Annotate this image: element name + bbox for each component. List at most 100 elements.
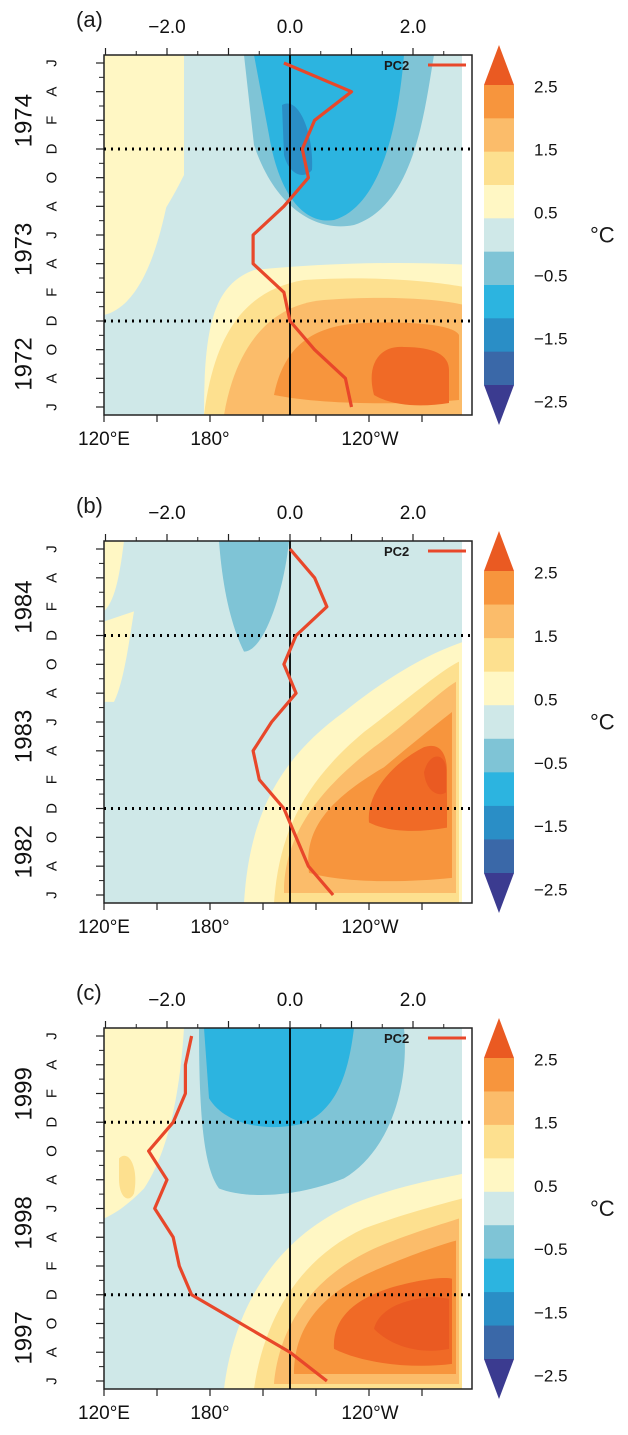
month-label: J [44,718,61,726]
colorbar-tick-label: 0.5 [534,690,558,709]
month-label: J [44,1377,61,1385]
colorbar-block [484,185,514,219]
colorbar-tick-label: 2.5 [534,564,558,583]
colorbar-bottom-triangle [484,1359,514,1399]
colorbar-block [484,571,514,606]
month-label: F [44,775,61,784]
year-label: 1982 [11,825,38,878]
colorbar-bottom-triangle [484,873,514,913]
month-label: A [44,201,61,211]
colorbar-tick-label: 1.5 [534,1114,558,1133]
year-label: 1984 [11,580,38,633]
month-label: O [44,831,61,843]
month-label: O [44,344,61,356]
legend-label: PC2 [384,544,409,559]
bottom-tick-label: 120°E [78,917,130,938]
colorbar-block [484,1158,514,1193]
contour-region [371,346,449,406]
month-label: J [44,403,61,411]
contour-region [104,541,124,612]
contour-region [104,55,184,265]
legend-label: PC2 [384,1031,409,1046]
heatmap-field [104,55,462,415]
bottom-tick-label: 120°E [78,1403,130,1424]
contour-region [254,55,404,221]
bottom-tick-label: 120°W [341,429,398,450]
colorbar-block [484,604,514,639]
panel-label: (a) [76,7,103,32]
month-label: A [44,259,61,269]
colorbar-block [484,251,514,286]
month-label: O [44,1145,61,1157]
colorbar-unit: °C [590,1196,615,1221]
colorbar-block [484,1124,514,1159]
month-label: D [44,630,61,641]
colorbar-unit: °C [590,710,615,735]
month-label: A [44,1232,61,1242]
colorbar-block [484,1058,514,1092]
colorbar: 2.5 1.5 0.5 −0.5 −1.5 −2.5 °C [484,1018,615,1399]
colorbar-top-triangle [484,45,514,85]
month-label: O [44,172,61,184]
colorbar-tick-label: −1.5 [534,330,568,349]
month-label: F [44,116,61,125]
legend: PC2 [384,544,466,559]
month-label: A [44,1060,61,1070]
contour-region [424,756,446,795]
panel-b: J A O D F A J A O D F A J 1982 1983 1984 (b) −2.0 0.0 2.0 12… [11,493,615,938]
bottom-tick-label: 180° [190,429,229,450]
month-label: D [44,1117,61,1128]
month-label: A [44,688,61,698]
heatmap-contours [104,1028,462,1389]
colorbar: 2.5 1.5 0.5 −0.5 −1.5 −2.5 °C [484,531,615,913]
colorbar-block [484,1191,514,1226]
colorbar-block [484,671,514,706]
month-label: D [44,803,61,814]
contour-region [374,1296,449,1351]
year-label: 1999 [11,1067,38,1120]
colorbar-top-triangle [484,1018,514,1058]
colorbar-tick-label: −1.5 [534,817,568,836]
colorbar-block [484,705,514,740]
top-tick-label: 2.0 [400,990,426,1011]
month-label: A [44,87,61,97]
colorbar-tick-label: 0.5 [534,204,558,223]
month-label: O [44,1318,61,1330]
month-label: F [44,288,61,297]
year-label: 1997 [11,1311,38,1364]
panel-a: J A O D F A J A O D F A J 1972 1973 1974 (a) −2.0 0.0 2.0 12… [11,7,615,450]
top-tick-label: 2.0 [400,17,426,38]
colorbar-block [484,738,514,773]
bottom-tick-label: 180° [190,917,229,938]
month-label: J [44,231,61,239]
colorbar-block [484,85,514,119]
month-label: F [44,1261,61,1270]
heatmap-field [104,1028,462,1389]
month-label: J [44,545,61,553]
colorbar-block [484,1258,514,1293]
colorbar-tick-label: −2.5 [534,393,568,412]
top-tick-label: −2.0 [148,503,186,524]
colorbar-tick-label: −0.5 [534,754,568,773]
year-label: 1972 [11,337,38,390]
contour-region [204,1028,354,1128]
year-label: 1974 [11,94,38,147]
colorbar-tick-label: 2.5 [534,78,558,97]
colorbar-tick-label: −1.5 [534,1303,568,1322]
colorbar-top-triangle [484,531,514,571]
colorbar-tick-label: 2.5 [534,1051,558,1070]
top-tick-label: 0.0 [277,17,303,38]
heatmap-contours [104,55,462,415]
contour-region [119,1155,136,1199]
colorbar-tick-label: 0.5 [534,1177,558,1196]
month-label: A [44,1175,61,1185]
top-tick-label: 2.0 [400,503,426,524]
colorbar-block [484,318,514,353]
contour-region [219,541,289,652]
month-label: A [44,373,61,383]
colorbar-block [484,1292,514,1327]
panel-label: (c) [76,980,102,1005]
colorbar-tick-label: 1.5 [534,627,558,646]
colorbar-block [484,218,514,253]
month-label: J [44,59,61,67]
